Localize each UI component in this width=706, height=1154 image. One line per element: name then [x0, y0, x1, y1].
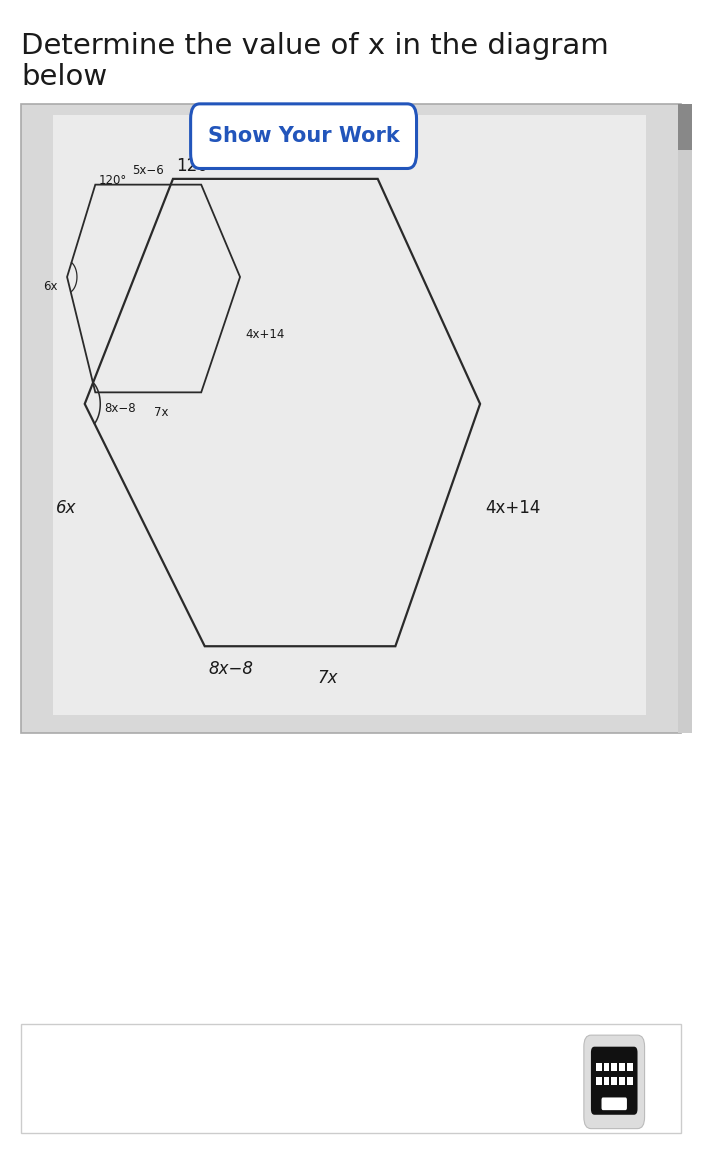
Text: Show Your Work: Show Your Work: [208, 126, 400, 147]
Bar: [627, 1077, 633, 1085]
Bar: [604, 1077, 609, 1085]
FancyBboxPatch shape: [591, 1047, 638, 1115]
Text: 4x+14: 4x+14: [486, 499, 541, 517]
FancyBboxPatch shape: [191, 104, 417, 168]
Text: 6x: 6x: [56, 499, 76, 517]
Text: 5x−6: 5x−6: [321, 149, 366, 167]
Bar: [604, 1063, 609, 1071]
Text: 7x: 7x: [154, 406, 168, 419]
Bar: [611, 1077, 617, 1085]
Text: 8x−8: 8x−8: [208, 660, 253, 679]
Text: 7x: 7x: [318, 669, 338, 688]
Bar: [627, 1063, 633, 1071]
FancyBboxPatch shape: [678, 104, 692, 150]
Bar: [596, 1063, 602, 1071]
Text: 120°: 120°: [176, 157, 217, 175]
Bar: [619, 1077, 625, 1085]
Text: 8x−8: 8x−8: [104, 402, 136, 414]
Text: 6x: 6x: [43, 279, 58, 293]
Text: below: below: [21, 63, 107, 91]
FancyBboxPatch shape: [21, 104, 681, 733]
Bar: [596, 1077, 602, 1085]
Text: 120°: 120°: [99, 174, 127, 187]
Bar: [619, 1063, 625, 1071]
Bar: [611, 1063, 617, 1071]
FancyBboxPatch shape: [678, 104, 692, 733]
FancyBboxPatch shape: [602, 1097, 627, 1110]
Text: 5x−6: 5x−6: [133, 164, 164, 177]
FancyBboxPatch shape: [53, 115, 646, 715]
Text: Determine the value of x in the diagram: Determine the value of x in the diagram: [21, 32, 609, 60]
Text: 4x+14: 4x+14: [246, 328, 285, 342]
FancyBboxPatch shape: [584, 1035, 645, 1129]
FancyBboxPatch shape: [21, 1024, 681, 1133]
